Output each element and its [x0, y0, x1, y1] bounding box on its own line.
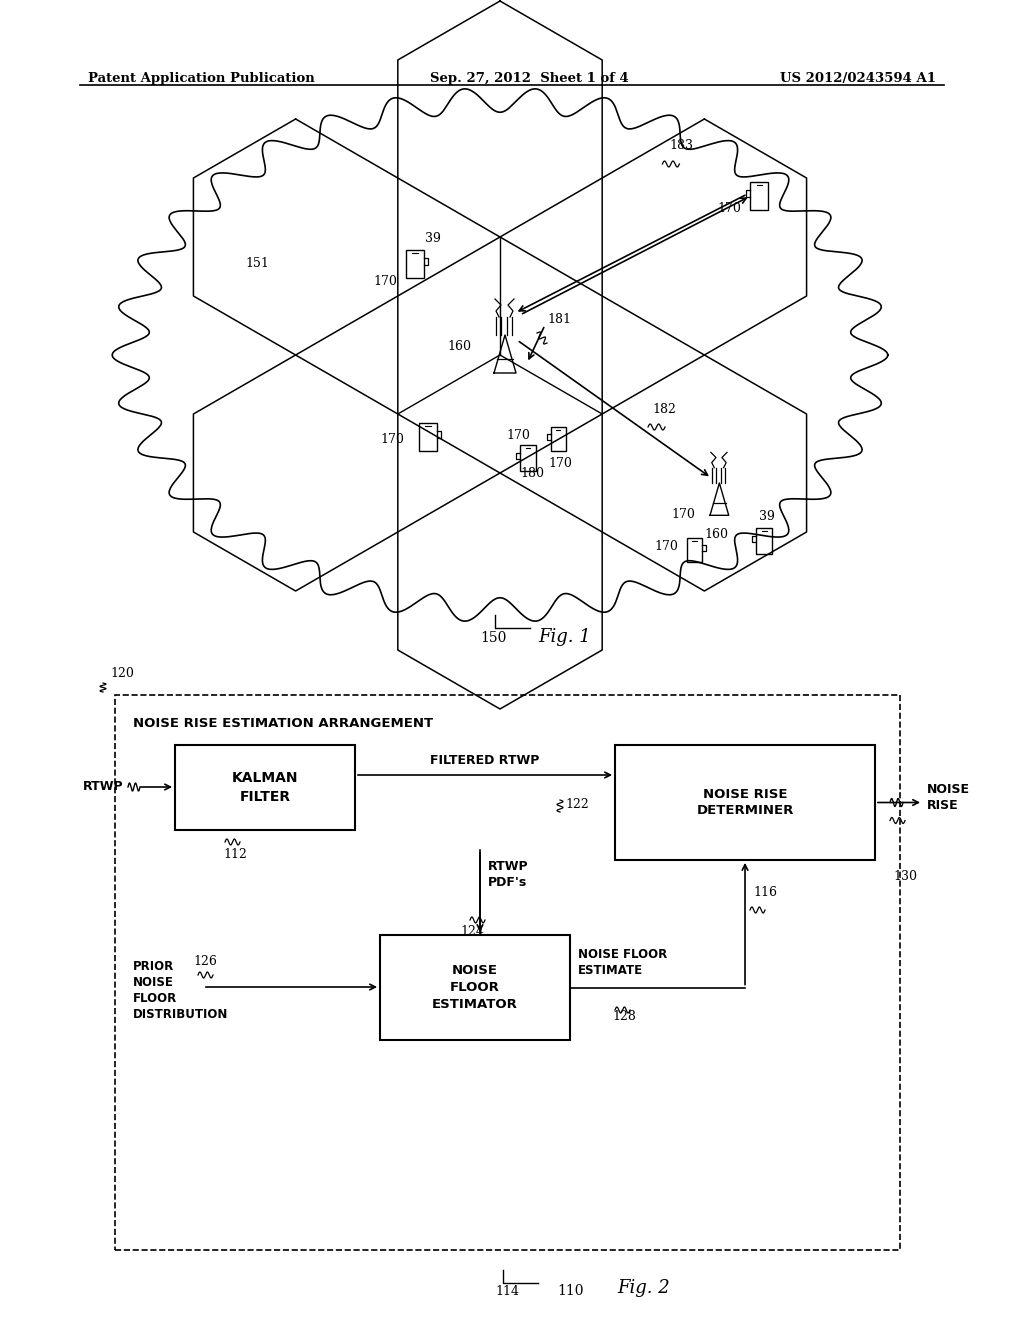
Bar [380, 935, 570, 1040]
Text: 181: 181 [547, 313, 571, 326]
Text: 170: 170 [654, 540, 678, 553]
Text: 170: 170 [506, 429, 529, 442]
Text: 126: 126 [193, 954, 217, 968]
Text: NOISE FLOOR
ESTIMATE: NOISE FLOOR ESTIMATE [578, 949, 668, 978]
Bar [406, 249, 424, 279]
Text: RTWP
PDF's: RTWP PDF's [488, 861, 528, 888]
Text: Patent Application Publication: Patent Application Publication [88, 73, 314, 84]
Text: Sep. 27, 2012  Sheet 1 of 4: Sep. 27, 2012 Sheet 1 of 4 [430, 73, 629, 84]
Text: RTWP: RTWP [82, 780, 123, 793]
Text: 120: 120 [110, 667, 134, 680]
Text: 114: 114 [496, 1284, 519, 1298]
Text: FILTERED RTWP: FILTERED RTWP [430, 754, 540, 767]
Bar [687, 539, 701, 562]
Text: 128: 128 [612, 1010, 636, 1023]
Text: 160: 160 [705, 528, 728, 541]
Text: KALMAN
FILTER: KALMAN FILTER [231, 771, 298, 804]
Text: 170: 170 [672, 508, 695, 521]
Text: Fig. 2: Fig. 2 [617, 1279, 671, 1298]
Text: 130: 130 [893, 870, 918, 883]
Bar [115, 696, 900, 1250]
Text: 112: 112 [223, 847, 247, 861]
Bar [615, 744, 874, 861]
Text: 170: 170 [718, 202, 741, 215]
Text: 122: 122 [565, 799, 589, 810]
Text: 183: 183 [670, 139, 693, 152]
Text: 180: 180 [520, 467, 544, 480]
Text: 182: 182 [652, 403, 676, 416]
Text: 150: 150 [480, 631, 507, 645]
Text: 170: 170 [380, 433, 403, 446]
Bar [551, 426, 565, 451]
Text: 151: 151 [246, 257, 269, 271]
Bar [175, 744, 355, 830]
Text: 116: 116 [753, 886, 777, 899]
Text: NOISE RISE ESTIMATION ARRANGEMENT: NOISE RISE ESTIMATION ARRANGEMENT [133, 717, 433, 730]
Text: NOISE RISE
DETERMINER: NOISE RISE DETERMINER [696, 788, 794, 817]
Bar [520, 445, 536, 471]
Bar [757, 528, 772, 554]
Text: NOISE
FLOOR
ESTIMATOR: NOISE FLOOR ESTIMATOR [432, 964, 518, 1011]
Text: 170: 170 [373, 275, 397, 288]
Text: 170: 170 [548, 457, 571, 470]
Text: US 2012/0243594 A1: US 2012/0243594 A1 [780, 73, 936, 84]
Text: 39: 39 [425, 232, 441, 246]
Text: Fig. 1: Fig. 1 [538, 628, 591, 645]
Text: PRIOR
NOISE
FLOOR
DISTRIBUTION: PRIOR NOISE FLOOR DISTRIBUTION [133, 960, 228, 1020]
Text: 110: 110 [557, 1284, 584, 1298]
Text: NOISE
RISE: NOISE RISE [927, 783, 970, 812]
Bar [751, 182, 768, 210]
Text: 160: 160 [447, 341, 471, 352]
Text: 124: 124 [460, 925, 484, 939]
Bar [419, 422, 437, 451]
Text: 39: 39 [760, 510, 775, 523]
